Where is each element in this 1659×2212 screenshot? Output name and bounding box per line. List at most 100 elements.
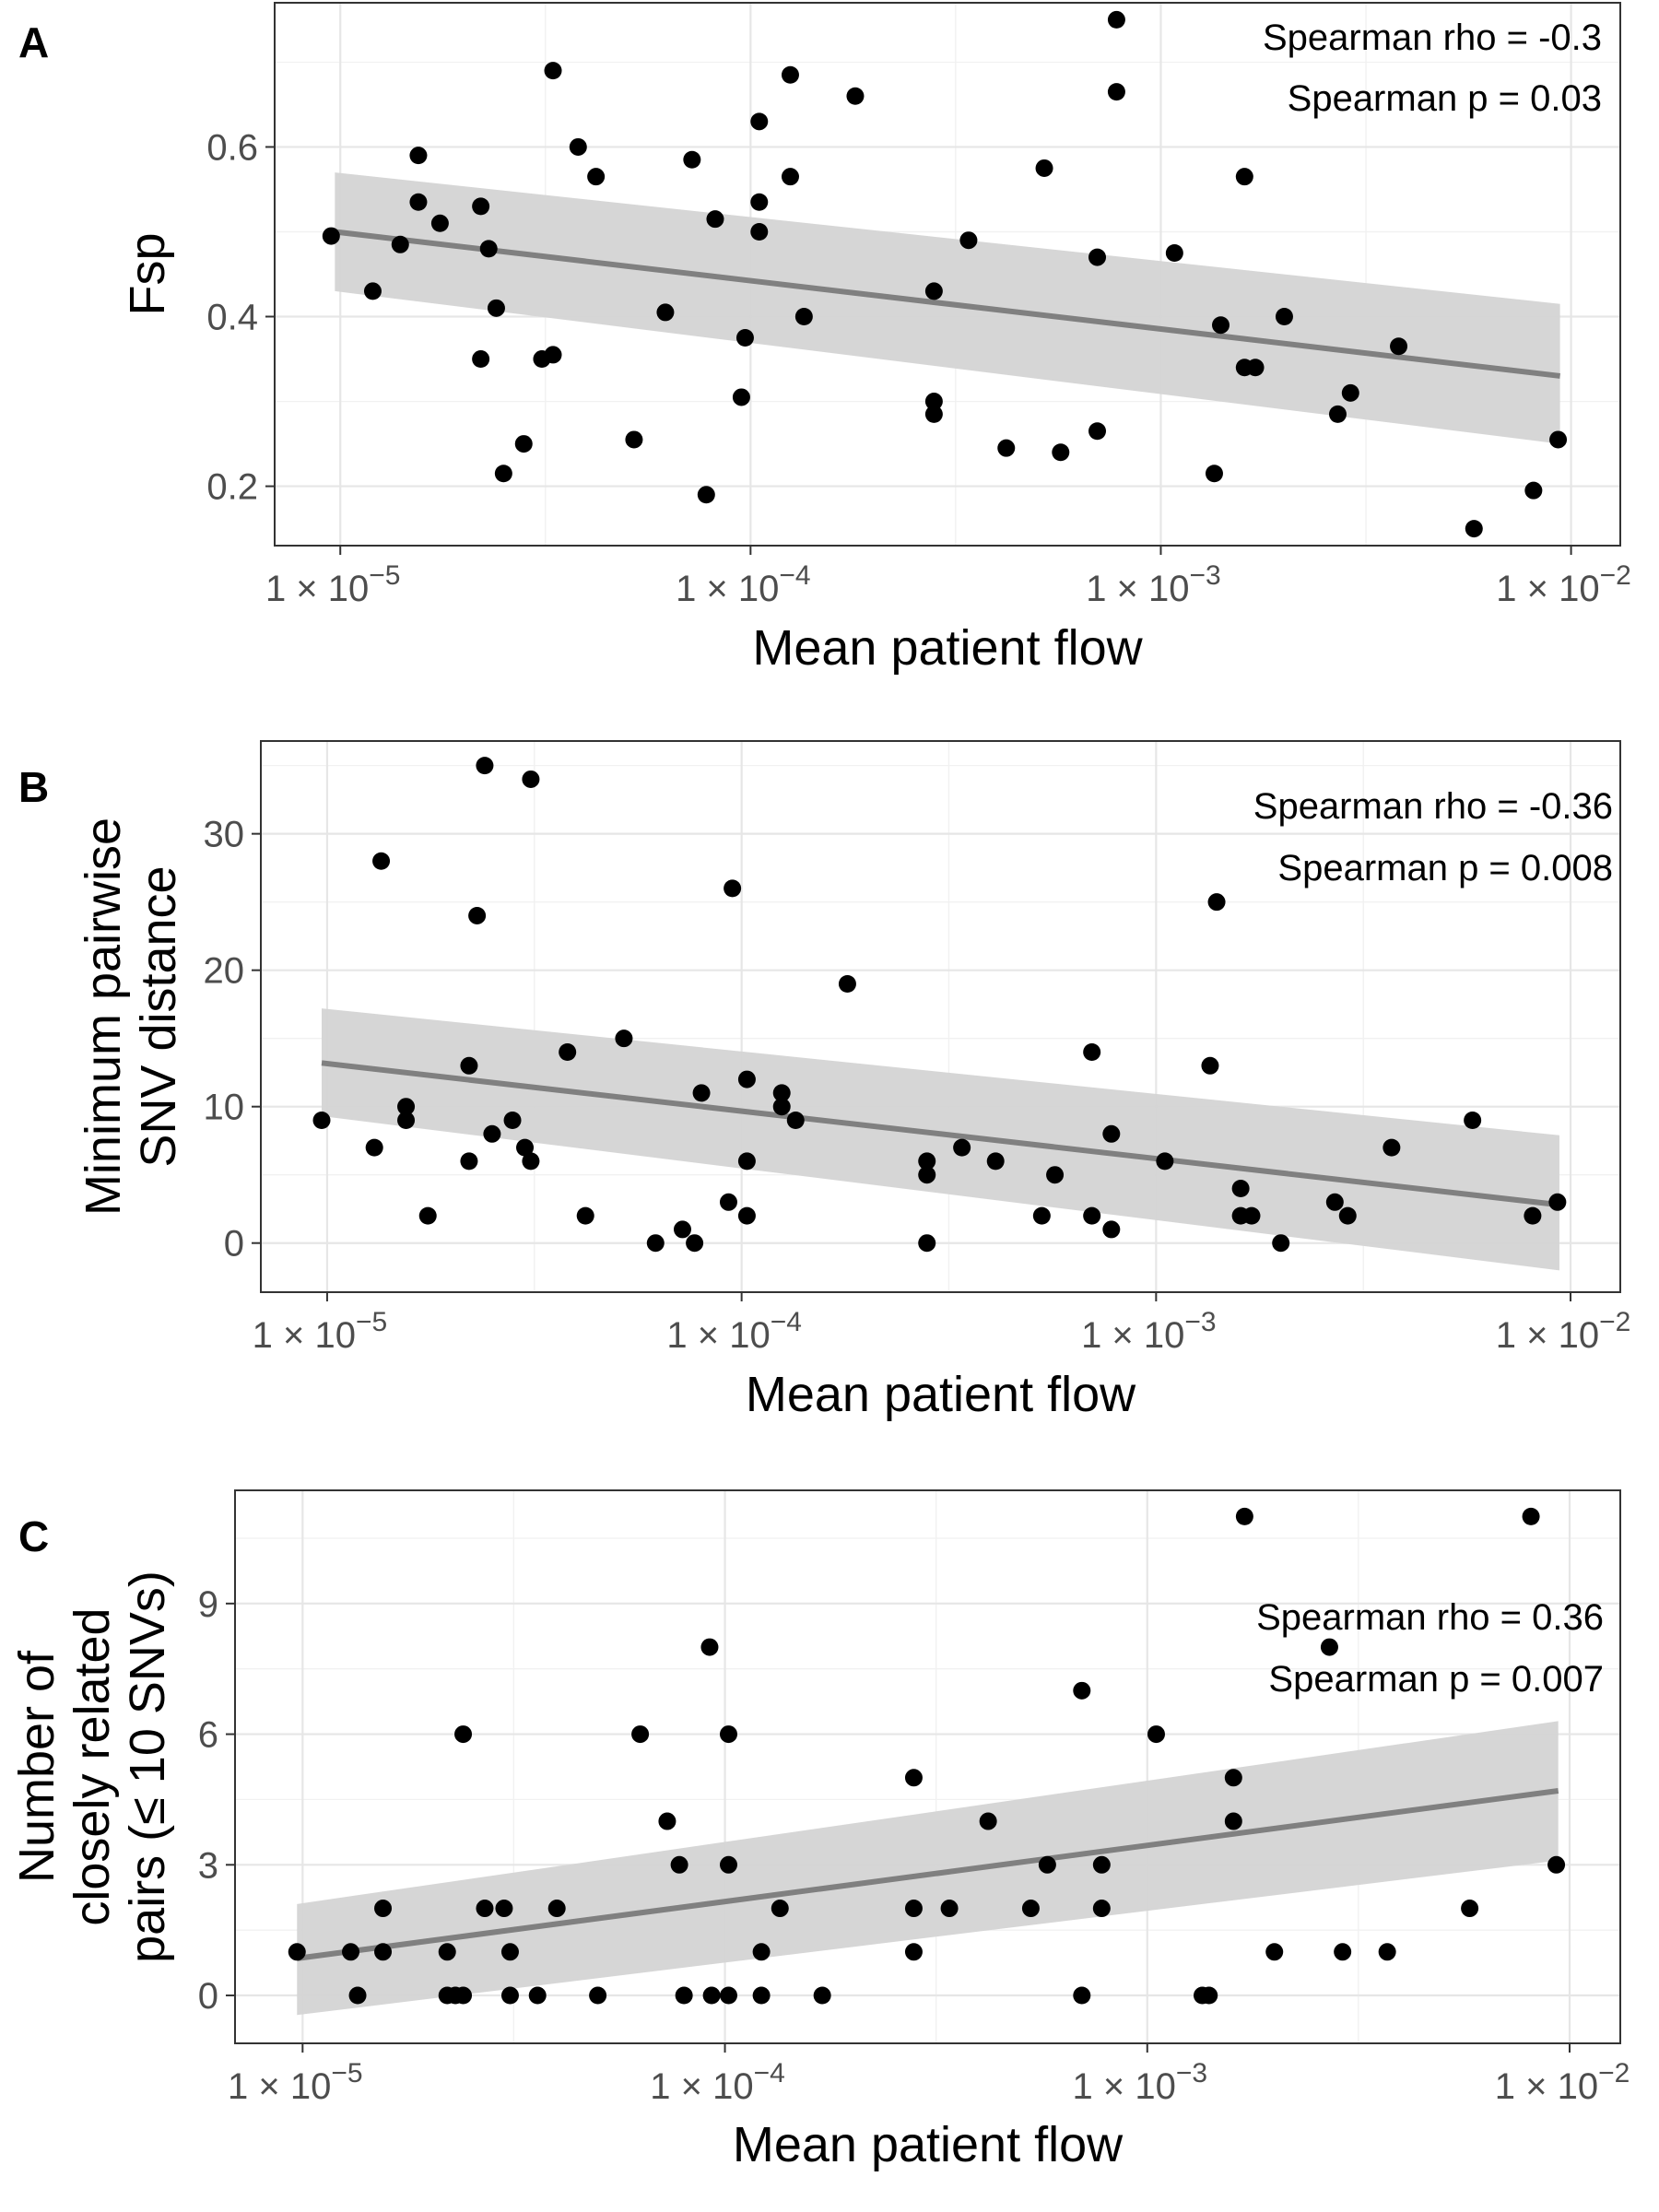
data-point <box>1083 1042 1101 1061</box>
data-point <box>1390 337 1408 356</box>
data-point <box>476 757 494 775</box>
data-point <box>1231 1180 1250 1198</box>
x-tick-label: 1 × 10−3 <box>1086 560 1221 609</box>
data-point <box>813 1986 831 2005</box>
data-point <box>771 1900 789 1918</box>
data-point <box>1334 1943 1352 1961</box>
data-point <box>288 1943 306 1961</box>
data-point <box>1341 383 1359 402</box>
data-point <box>589 1986 607 2005</box>
data-point <box>516 1138 535 1157</box>
y-tick-label: 10 <box>204 1088 245 1128</box>
data-point <box>454 1725 473 1744</box>
data-point <box>418 1206 437 1225</box>
data-point <box>1524 481 1543 500</box>
data-point <box>460 1152 478 1171</box>
data-point <box>1092 1900 1111 1918</box>
data-point <box>700 1638 719 1656</box>
data-point <box>1224 1812 1242 1830</box>
data-point <box>547 1900 566 1918</box>
data-point <box>986 1152 1005 1171</box>
data-point <box>702 1986 721 2005</box>
y-tick-label: 3 <box>198 1845 218 1886</box>
data-point <box>750 222 769 241</box>
data-point <box>781 65 799 84</box>
y-tick-label: 6 <box>198 1715 218 1756</box>
data-point <box>675 1986 693 2005</box>
data-point <box>1224 1769 1242 1787</box>
data-point <box>904 1943 923 1961</box>
data-point <box>372 852 391 870</box>
y-tick-label: 0 <box>198 1976 218 2017</box>
data-point <box>1205 465 1223 483</box>
plot-frame <box>274 2 1621 547</box>
data-point <box>342 1943 360 1961</box>
y-axis-title: Fsp <box>120 232 175 315</box>
data-point <box>979 1812 997 1830</box>
data-point <box>673 1220 691 1239</box>
data-point <box>940 1900 959 1918</box>
data-point <box>724 879 742 898</box>
data-point <box>1212 316 1230 335</box>
data-point <box>1035 159 1053 177</box>
data-point <box>483 1124 501 1143</box>
data-point <box>918 1152 936 1171</box>
data-point <box>430 214 449 232</box>
data-point <box>1235 1507 1253 1525</box>
data-point <box>924 393 943 411</box>
x-tick-label: 1 × 10−2 <box>1496 560 1631 609</box>
data-point <box>781 168 799 186</box>
data-point <box>1102 1124 1121 1143</box>
data-point <box>737 1070 756 1088</box>
data-point <box>476 1900 494 1918</box>
data-point <box>348 1986 367 2005</box>
spearman-rho-annotation: Spearman rho = 0.36 <box>1256 1597 1604 1638</box>
data-point <box>522 1152 540 1171</box>
data-point <box>528 1986 547 2005</box>
data-point <box>719 1725 737 1744</box>
data-point <box>1032 1206 1051 1225</box>
x-tick-label: 1 × 10−2 <box>1496 1307 1631 1356</box>
data-point <box>1246 359 1265 377</box>
spearman-rho-annotation: Spearman rho = -0.3 <box>1263 18 1602 58</box>
data-point <box>1147 1725 1165 1744</box>
data-point <box>322 227 340 245</box>
data-point <box>846 87 865 105</box>
data-points <box>288 1507 1566 2005</box>
data-point <box>454 1986 473 2005</box>
panel-a: 0.2 0.4 0.6 1 × 10−5 1 × 10−4 1 × 10−3 1 × 10−… <box>18 2 1631 676</box>
data-point <box>522 770 540 788</box>
data-point <box>1156 1152 1174 1171</box>
data-point <box>918 1234 936 1253</box>
data-point <box>1207 893 1226 912</box>
data-point <box>1522 1507 1540 1525</box>
data-point <box>544 62 562 80</box>
data-point <box>719 1193 737 1211</box>
data-point <box>904 1900 923 1918</box>
data-point <box>615 1030 633 1048</box>
data-point <box>1073 1986 1091 2005</box>
y-tick-label: 0.4 <box>206 298 258 338</box>
data-point <box>1378 1943 1396 1961</box>
data-point <box>735 329 754 347</box>
data-point <box>576 1206 594 1225</box>
x-axis-title: Mean patient flow <box>746 1367 1136 1422</box>
data-point <box>1524 1206 1542 1225</box>
data-point <box>1549 430 1568 449</box>
regression-line <box>334 229 1560 379</box>
data-point <box>460 1056 478 1075</box>
data-point <box>472 350 490 369</box>
x-axis-title: Mean patient flow <box>733 2117 1124 2172</box>
data-point <box>1165 243 1183 262</box>
data-point <box>559 1042 577 1061</box>
data-point <box>656 303 675 322</box>
data-point <box>569 137 587 156</box>
data-point <box>1242 1206 1261 1225</box>
data-point <box>1461 1900 1479 1918</box>
data-point <box>374 1943 393 1961</box>
data-point <box>1073 1681 1091 1700</box>
y-tick-label: 0 <box>224 1224 244 1265</box>
spearman-p-annotation: Spearman p = 0.03 <box>1288 78 1602 119</box>
data-point <box>397 1098 416 1116</box>
